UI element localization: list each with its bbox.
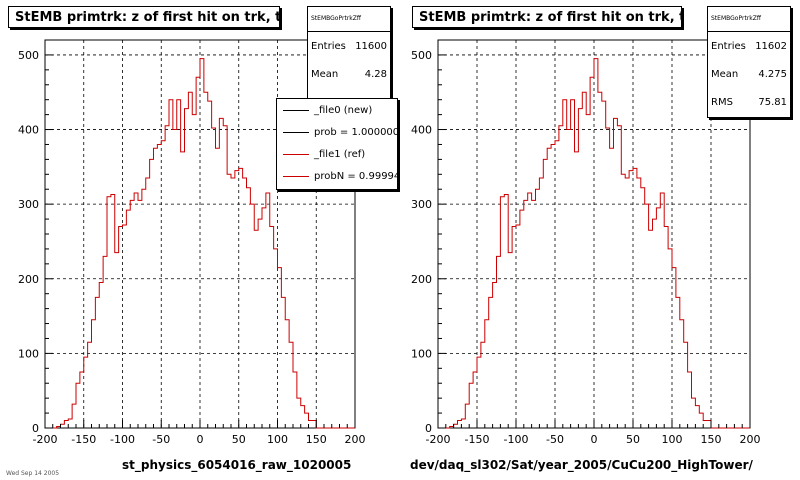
left-x-tick-label-5: 50	[232, 433, 246, 446]
left-x-tick-label-4: 0	[197, 433, 204, 446]
left-y-tick-label-2: 200	[18, 273, 39, 286]
right-chart-title: StEMB primtrk: z of first hit on trk, tp…	[412, 6, 682, 28]
left-x-tick-label-1: -150	[71, 433, 96, 446]
right-stats-box: StEMBGoPrtrkZff Entries 11602 Mean 4.275…	[707, 6, 791, 118]
right-x-tick-label-3: -50	[546, 433, 564, 446]
legend-swatch-file0	[283, 109, 309, 111]
right-y-tick-label-1: 100	[411, 347, 432, 360]
left-stats-name: StEMBGoPrtrkZff	[308, 7, 390, 32]
legend-label-file1: _file1 (ref)	[314, 148, 366, 160]
left-y-tick-label-0: 0	[32, 422, 39, 435]
left-y-tick-label-4: 400	[18, 124, 39, 137]
legend-label-file0: _file0 (new)	[314, 104, 373, 116]
right-stats-mean-row: Mean 4.275	[708, 60, 790, 88]
right-stats-mean-value: 4.275	[758, 68, 787, 80]
right-stats-mean-label: Mean	[711, 68, 739, 80]
right-y-tick-label-4: 400	[411, 124, 432, 137]
right-x-tick-label-5: 50	[626, 433, 640, 446]
legend-swatch-prob	[283, 131, 309, 133]
right-x-tick-label-0: -200	[426, 433, 451, 446]
left-x-tick-label-0: -200	[33, 433, 58, 446]
left-stats-mean-row: Mean 4.28	[308, 60, 390, 88]
right-x-tick-label-2: -100	[504, 433, 529, 446]
legend-entry-probn: probN = 0.99994	[277, 165, 397, 187]
right-stats-entries-row: Entries 11602	[708, 32, 790, 60]
left-stats-box: StEMBGoPrtrkZff Entries 11600 Mean 4.28	[307, 6, 391, 104]
left-x-tick-label-3: -50	[152, 433, 170, 446]
legend-entry-file0: _file0 (new)	[277, 99, 397, 121]
right-x-axis-title: dev/daq_sl302/Sat/year_2005/CuCu200_High…	[410, 458, 753, 472]
left-legend: _file0 (new) prob = 1.000000 _file1 (ref…	[276, 98, 398, 190]
right-stats-rms-label: RMS	[711, 96, 733, 108]
left-chart-title: StEMB primtrk: z of first hit on trk, tp…	[8, 6, 280, 28]
right-y-tick-label-3: 300	[411, 198, 432, 211]
legend-swatch-file1	[283, 153, 309, 155]
right-stats-rms-row: RMS 75.81	[708, 88, 790, 116]
legend-entry-file1: _file1 (ref)	[277, 143, 397, 165]
left-x-tick-label-7: 150	[306, 433, 327, 446]
left-y-tick-label-1: 100	[18, 347, 39, 360]
right-histogram: -200 -150 -100 -50 0 50 100 150 200 0 100 200 300 400…	[411, 39, 761, 446]
right-y-tick-label-0: 0	[425, 422, 432, 435]
right-stats-name: StEMBGoPrtrkZff	[708, 7, 790, 32]
left-x-axis-title: st_physics_6054016_raw_1020005	[122, 458, 352, 472]
left-stats-mean-label: Mean	[311, 68, 339, 80]
left-pad: -200 -150 -100 -50 0 50 100 150 200 0 100 200 300 400…	[8, 6, 398, 472]
right-stats-entries-label: Entries	[711, 40, 746, 52]
right-x-tick-label-4: 0	[591, 433, 598, 446]
left-stats-mean-value: 4.28	[364, 68, 387, 80]
right-histogram-series	[445, 58, 750, 429]
left-x-tick-label-8: 200	[345, 433, 366, 446]
left-histogram-series	[52, 58, 355, 429]
right-stats-entries-value: 11602	[755, 40, 787, 52]
left-y-tick-label-3: 300	[18, 198, 39, 211]
legend-label-prob: prob = 1.000000	[314, 126, 398, 138]
right-stats-rms-value: 75.81	[758, 96, 787, 108]
left-stats-entries-value: 11600	[355, 40, 387, 52]
right-x-tick-label-1: -150	[465, 433, 490, 446]
left-x-tick-label-6: 100	[267, 433, 288, 446]
left-y-tick-label-5: 500	[18, 49, 39, 62]
left-stats-entries-label: Entries	[311, 40, 346, 52]
right-y-tick-label-2: 200	[411, 273, 432, 286]
right-pad: -200 -150 -100 -50 0 50 100 150 200 0 100 200 300 400…	[400, 0, 800, 480]
right-x-tick-label-8: 200	[740, 433, 761, 446]
legend-swatch-probn	[283, 175, 309, 177]
left-stats-entries-row: Entries 11600	[308, 32, 390, 60]
right-y-tick-label-5: 500	[411, 49, 432, 62]
legend-label-probn: probN = 0.99994	[314, 170, 398, 182]
legend-entry-prob: prob = 1.000000	[277, 121, 397, 143]
left-x-tick-label-2: -100	[110, 433, 135, 446]
footer-note: Wed Sep 14 2005	[6, 470, 60, 477]
right-x-tick-label-6: 100	[662, 433, 683, 446]
right-x-tick-label-7: 150	[701, 433, 722, 446]
